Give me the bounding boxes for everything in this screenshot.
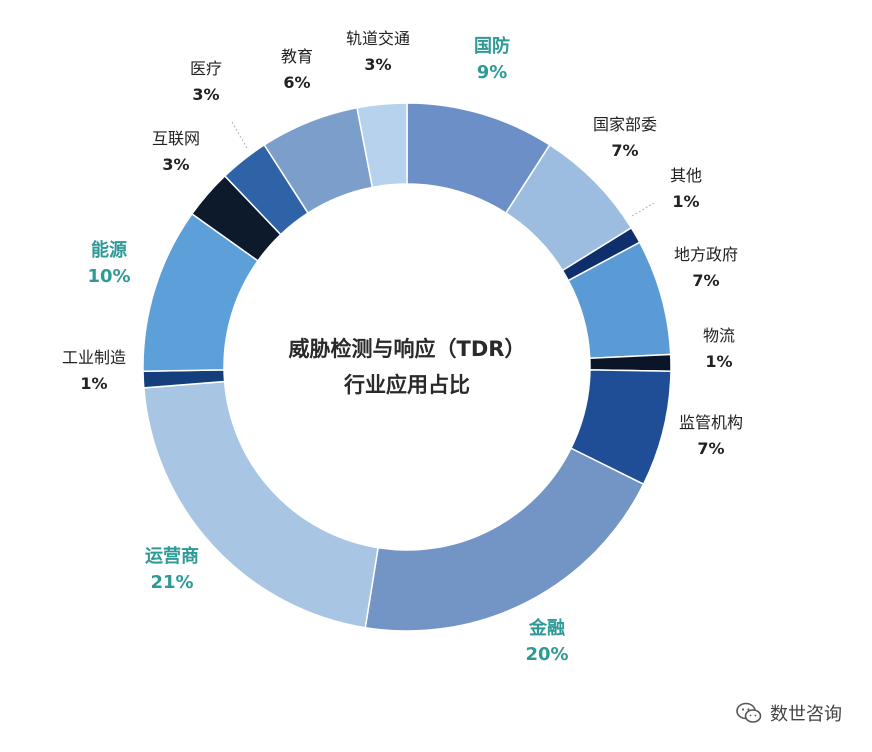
- labels-layer: 国防 9% 国家部委 7% 其他 1% 地方政府 7% 物流 1% 监管机构 7% 金融 20% 运营商 21…: [62, 29, 743, 665]
- slice-pct-互联网: 3%: [162, 155, 189, 174]
- slice-label-物流: 物流: [703, 326, 735, 345]
- watermark-text: 数世咨询: [770, 704, 842, 725]
- slice-pct-国家部委: 7%: [611, 141, 638, 160]
- slice-label-轨道交通: 轨道交通: [346, 29, 410, 48]
- slice-label-运营商: 运营商: [145, 545, 199, 567]
- slice-label-监管机构: 监管机构: [679, 413, 743, 432]
- slice-pct-国防: 9%: [477, 62, 508, 83]
- slice-label-能源: 能源: [91, 239, 127, 261]
- slice-pct-地方政府: 7%: [692, 271, 719, 290]
- slice-label-地方政府: 地方政府: [674, 245, 738, 264]
- slice-label-工业制造: 工业制造: [62, 348, 126, 367]
- slice-pct-金融: 20%: [525, 644, 568, 665]
- center-title-line-1: 威胁检测与响应（TDR）: [289, 337, 526, 361]
- watermark: 数世咨询: [736, 700, 842, 726]
- slice-label-金融: 金融: [528, 617, 565, 639]
- slice-label-互联网: 互联网: [152, 129, 200, 148]
- wechat-icon: [736, 702, 762, 723]
- leader-line: [631, 202, 655, 217]
- slice-label-国家部委: 国家部委: [593, 115, 657, 134]
- slice-pct-运营商: 21%: [150, 572, 193, 593]
- slice-label-其他: 其他: [670, 166, 702, 185]
- slice-label-医疗: 医疗: [190, 59, 222, 78]
- slice-pct-教育: 6%: [283, 73, 310, 92]
- slices-layer: [142, 102, 672, 632]
- slice-轨道交通: [356, 102, 408, 189]
- slice-label-国防: 国防: [474, 35, 510, 57]
- slice-pct-物流: 1%: [705, 352, 732, 371]
- center-title-group: 威胁检测与响应（TDR） 行业应用占比: [289, 337, 526, 397]
- slice-金融: [364, 447, 645, 632]
- slice-pct-工业制造: 1%: [80, 374, 107, 393]
- slice-pct-其他: 1%: [672, 192, 699, 211]
- slice-pct-医疗: 3%: [192, 85, 219, 104]
- slice-pct-监管机构: 7%: [697, 439, 724, 458]
- slice-pct-能源: 10%: [87, 266, 130, 287]
- center-title-line-2: 行业应用占比: [343, 373, 470, 397]
- slice-label-教育: 教育: [281, 47, 313, 66]
- slice-pct-轨道交通: 3%: [364, 55, 391, 74]
- leader-line: [231, 121, 248, 149]
